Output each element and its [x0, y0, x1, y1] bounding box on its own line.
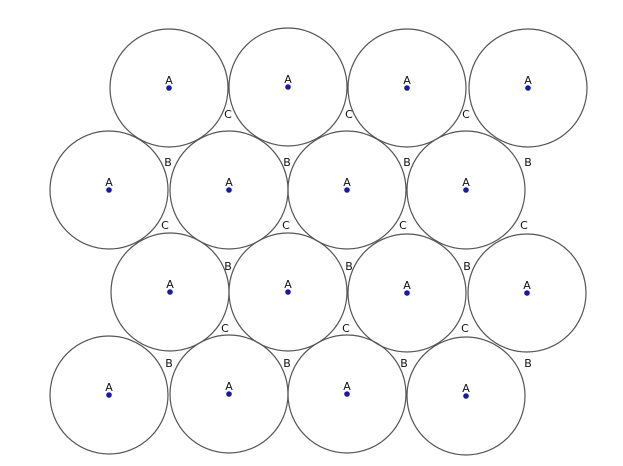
center-label: A: [524, 74, 532, 87]
gap-label-b: B: [400, 357, 408, 370]
center-labels-layer: A A A A A A A A A A A A A A A A: [105, 73, 532, 395]
center-dot: [226, 187, 232, 193]
center-label: A: [462, 382, 470, 395]
gap-label-b: B: [165, 357, 173, 370]
center-dot: [226, 391, 232, 397]
center-dot: [166, 85, 172, 91]
gap-label-b: B: [164, 156, 172, 169]
gap-label-b: B: [524, 156, 532, 169]
gap-label-c: C: [345, 108, 353, 121]
center-label: A: [403, 279, 411, 292]
circle: [49, 130, 169, 250]
center-dot: [344, 187, 350, 193]
gap-label-c: C: [342, 322, 350, 335]
center-label: A: [403, 74, 411, 87]
center-dot: [106, 187, 112, 193]
center-label: A: [462, 176, 470, 189]
gap-label-b: B: [345, 260, 353, 273]
center-dots-layer: [106, 84, 531, 399]
center-dot: [344, 391, 350, 397]
gap-label-b: B: [463, 260, 471, 273]
gap-label-b: B: [283, 156, 291, 169]
circle: [287, 130, 407, 250]
center-label: A: [105, 176, 113, 189]
gap-label-b: B: [283, 357, 291, 370]
gap-label-c: C: [399, 219, 407, 232]
center-label: A: [523, 279, 531, 292]
gap-label-c: C: [520, 219, 528, 232]
center-dot: [167, 289, 173, 295]
circle: [287, 334, 407, 454]
gap-label-b: B: [224, 260, 232, 273]
gap-label-c: C: [461, 322, 469, 335]
circle: [406, 130, 526, 250]
center-dot: [404, 290, 410, 296]
center-dot: [106, 392, 112, 398]
gap-label-c: C: [161, 219, 169, 232]
circle: [406, 336, 526, 456]
center-dot: [404, 85, 410, 91]
circles-layer: [49, 27, 588, 456]
center-label: A: [166, 278, 174, 291]
circle: [347, 28, 467, 148]
gap-label-c: C: [224, 108, 232, 121]
center-label: A: [284, 73, 292, 86]
center-label: A: [343, 176, 351, 189]
center-dot: [285, 84, 291, 90]
gap-label-c: C: [221, 322, 229, 335]
circle: [468, 28, 588, 148]
gap-label-c: C: [282, 219, 290, 232]
gap-labels-layer: C C C C C C C C C C B B B B B B B B B B B: [161, 108, 532, 370]
circle: [467, 233, 587, 353]
center-dot: [524, 290, 530, 296]
circle: [228, 27, 348, 147]
gap-label-b: B: [403, 156, 411, 169]
center-label: A: [165, 74, 173, 87]
center-dot: [463, 393, 469, 399]
center-label: A: [284, 278, 292, 291]
gap-label-b: B: [524, 357, 532, 370]
circle: [49, 335, 169, 455]
center-dot: [285, 289, 291, 295]
circle: [228, 232, 348, 352]
center-label: A: [105, 381, 113, 394]
center-label: A: [225, 380, 233, 393]
circle: [347, 233, 467, 353]
gap-label-c: C: [462, 108, 470, 121]
center-dot: [463, 187, 469, 193]
center-label: A: [225, 176, 233, 189]
circle: [109, 28, 229, 148]
center-dot: [525, 85, 531, 91]
center-label: A: [343, 380, 351, 393]
